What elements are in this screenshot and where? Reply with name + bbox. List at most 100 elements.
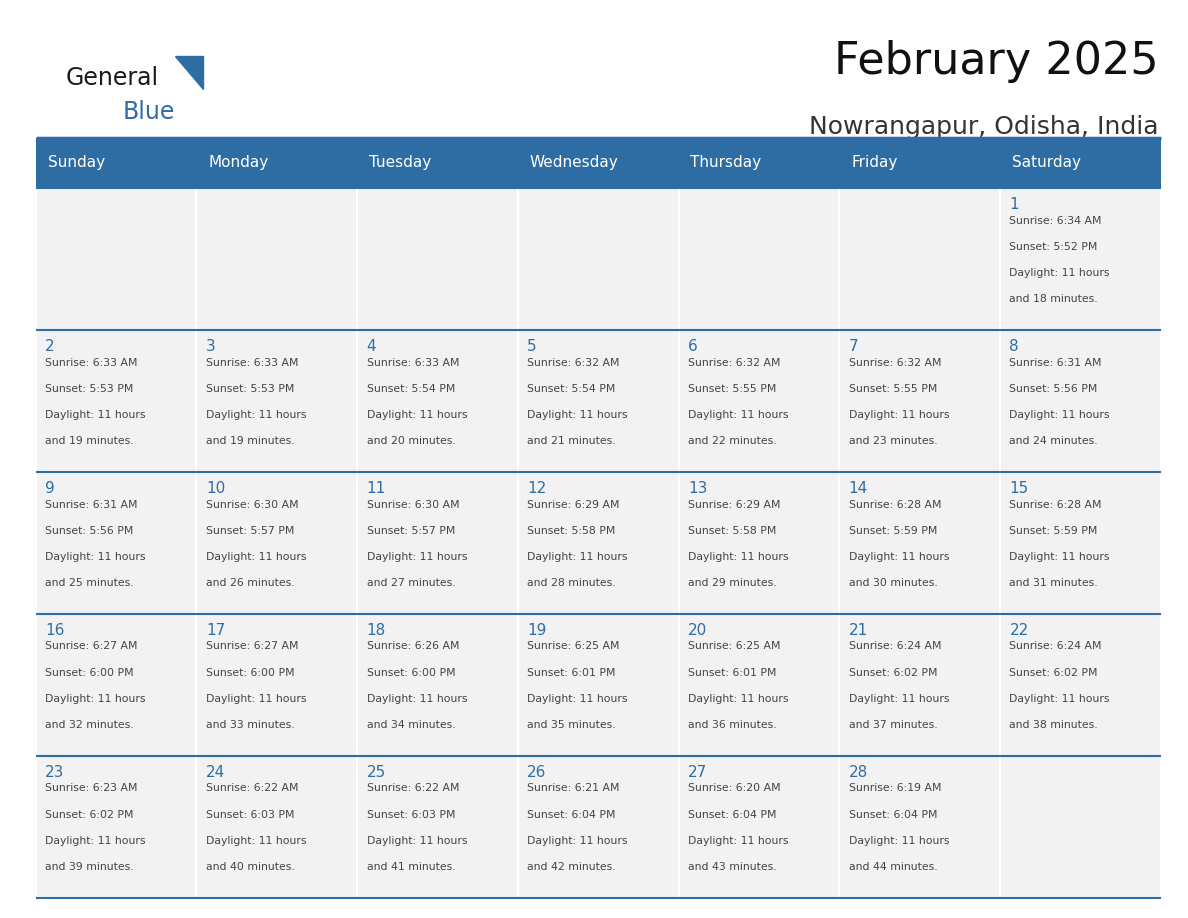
- Text: Sunrise: 6:19 AM: Sunrise: 6:19 AM: [848, 783, 941, 793]
- FancyBboxPatch shape: [36, 614, 196, 756]
- Text: Sunrise: 6:32 AM: Sunrise: 6:32 AM: [527, 358, 620, 367]
- Text: 2: 2: [45, 340, 55, 354]
- FancyBboxPatch shape: [358, 330, 518, 472]
- Text: Sunrise: 6:32 AM: Sunrise: 6:32 AM: [688, 358, 781, 367]
- Text: and 31 minutes.: and 31 minutes.: [1010, 578, 1098, 588]
- Text: and 41 minutes.: and 41 minutes.: [367, 862, 455, 872]
- FancyBboxPatch shape: [196, 138, 358, 188]
- Text: Sunset: 5:59 PM: Sunset: 5:59 PM: [848, 526, 937, 536]
- FancyBboxPatch shape: [678, 756, 839, 898]
- Text: and 19 minutes.: and 19 minutes.: [45, 436, 134, 446]
- Text: Sunrise: 6:28 AM: Sunrise: 6:28 AM: [1010, 499, 1102, 509]
- Text: Sunset: 6:03 PM: Sunset: 6:03 PM: [206, 810, 295, 820]
- Text: and 24 minutes.: and 24 minutes.: [1010, 436, 1098, 446]
- Text: Sunrise: 6:30 AM: Sunrise: 6:30 AM: [367, 499, 460, 509]
- Text: Daylight: 11 hours: Daylight: 11 hours: [1010, 410, 1110, 420]
- Text: Daylight: 11 hours: Daylight: 11 hours: [367, 694, 467, 704]
- Text: and 40 minutes.: and 40 minutes.: [206, 862, 295, 872]
- Text: Sunrise: 6:30 AM: Sunrise: 6:30 AM: [206, 499, 298, 509]
- Text: General: General: [65, 66, 158, 90]
- Text: Daylight: 11 hours: Daylight: 11 hours: [367, 410, 467, 420]
- Text: 21: 21: [848, 623, 868, 638]
- Text: Daylight: 11 hours: Daylight: 11 hours: [688, 410, 789, 420]
- Text: Sunrise: 6:32 AM: Sunrise: 6:32 AM: [848, 358, 941, 367]
- Text: and 39 minutes.: and 39 minutes.: [45, 862, 134, 872]
- Text: and 32 minutes.: and 32 minutes.: [45, 721, 134, 730]
- Text: Saturday: Saturday: [1012, 155, 1081, 171]
- FancyBboxPatch shape: [518, 756, 678, 898]
- Text: Daylight: 11 hours: Daylight: 11 hours: [206, 410, 307, 420]
- Text: Friday: Friday: [851, 155, 897, 171]
- FancyBboxPatch shape: [678, 472, 839, 614]
- Text: Sunset: 5:55 PM: Sunset: 5:55 PM: [688, 384, 777, 394]
- Text: and 44 minutes.: and 44 minutes.: [848, 862, 937, 872]
- Text: Sunrise: 6:22 AM: Sunrise: 6:22 AM: [206, 783, 298, 793]
- Text: Daylight: 11 hours: Daylight: 11 hours: [1010, 552, 1110, 562]
- FancyBboxPatch shape: [839, 330, 1000, 472]
- Text: Sunrise: 6:21 AM: Sunrise: 6:21 AM: [527, 783, 620, 793]
- Text: 23: 23: [45, 765, 64, 780]
- Text: Monday: Monday: [208, 155, 268, 171]
- Text: Daylight: 11 hours: Daylight: 11 hours: [45, 836, 146, 845]
- FancyBboxPatch shape: [358, 472, 518, 614]
- Text: 27: 27: [688, 765, 707, 780]
- FancyBboxPatch shape: [518, 188, 678, 330]
- Text: and 20 minutes.: and 20 minutes.: [367, 436, 455, 446]
- Text: and 43 minutes.: and 43 minutes.: [688, 862, 777, 872]
- FancyBboxPatch shape: [36, 756, 196, 898]
- Text: Thursday: Thursday: [690, 155, 762, 171]
- Text: Sunrise: 6:31 AM: Sunrise: 6:31 AM: [1010, 358, 1102, 367]
- Text: Sunset: 5:53 PM: Sunset: 5:53 PM: [206, 384, 295, 394]
- Text: Sunrise: 6:20 AM: Sunrise: 6:20 AM: [688, 783, 781, 793]
- Text: Sunrise: 6:28 AM: Sunrise: 6:28 AM: [848, 499, 941, 509]
- Text: Sunset: 5:58 PM: Sunset: 5:58 PM: [688, 526, 777, 536]
- Text: Daylight: 11 hours: Daylight: 11 hours: [527, 410, 627, 420]
- Text: Daylight: 11 hours: Daylight: 11 hours: [848, 836, 949, 845]
- Text: 20: 20: [688, 623, 707, 638]
- FancyBboxPatch shape: [839, 614, 1000, 756]
- Text: Sunrise: 6:34 AM: Sunrise: 6:34 AM: [1010, 216, 1102, 226]
- FancyBboxPatch shape: [36, 330, 196, 472]
- Text: and 26 minutes.: and 26 minutes.: [206, 578, 295, 588]
- FancyBboxPatch shape: [196, 614, 358, 756]
- FancyBboxPatch shape: [196, 188, 358, 330]
- Text: Tuesday: Tuesday: [369, 155, 431, 171]
- Text: 10: 10: [206, 481, 225, 497]
- Text: 3: 3: [206, 340, 215, 354]
- Text: Daylight: 11 hours: Daylight: 11 hours: [848, 410, 949, 420]
- Text: Sunset: 5:54 PM: Sunset: 5:54 PM: [367, 384, 455, 394]
- Text: 19: 19: [527, 623, 546, 638]
- Text: 6: 6: [688, 340, 697, 354]
- FancyBboxPatch shape: [196, 472, 358, 614]
- Text: Sunrise: 6:33 AM: Sunrise: 6:33 AM: [45, 358, 138, 367]
- FancyBboxPatch shape: [678, 330, 839, 472]
- Text: 1: 1: [1010, 197, 1019, 212]
- Text: 16: 16: [45, 623, 64, 638]
- Text: Daylight: 11 hours: Daylight: 11 hours: [527, 836, 627, 845]
- Text: Sunset: 6:04 PM: Sunset: 6:04 PM: [527, 810, 615, 820]
- Text: 7: 7: [848, 340, 859, 354]
- Text: and 19 minutes.: and 19 minutes.: [206, 436, 295, 446]
- Text: and 23 minutes.: and 23 minutes.: [848, 436, 937, 446]
- Text: 17: 17: [206, 623, 225, 638]
- Text: Sunset: 5:57 PM: Sunset: 5:57 PM: [206, 526, 295, 536]
- Text: Sunset: 5:55 PM: Sunset: 5:55 PM: [848, 384, 937, 394]
- Text: Sunset: 5:58 PM: Sunset: 5:58 PM: [527, 526, 615, 536]
- Text: Sunset: 5:54 PM: Sunset: 5:54 PM: [527, 384, 615, 394]
- Text: Daylight: 11 hours: Daylight: 11 hours: [688, 552, 789, 562]
- FancyBboxPatch shape: [518, 138, 678, 188]
- Text: Daylight: 11 hours: Daylight: 11 hours: [848, 552, 949, 562]
- Text: Daylight: 11 hours: Daylight: 11 hours: [45, 410, 146, 420]
- Text: Sunrise: 6:27 AM: Sunrise: 6:27 AM: [45, 642, 138, 652]
- Text: Blue: Blue: [122, 100, 175, 124]
- Text: February 2025: February 2025: [834, 40, 1158, 83]
- Text: Daylight: 11 hours: Daylight: 11 hours: [45, 552, 146, 562]
- FancyBboxPatch shape: [196, 330, 358, 472]
- Text: Daylight: 11 hours: Daylight: 11 hours: [206, 836, 307, 845]
- Text: Sunrise: 6:22 AM: Sunrise: 6:22 AM: [367, 783, 459, 793]
- Text: Sunrise: 6:31 AM: Sunrise: 6:31 AM: [45, 499, 138, 509]
- FancyBboxPatch shape: [678, 614, 839, 756]
- Text: Sunset: 6:01 PM: Sunset: 6:01 PM: [688, 667, 777, 677]
- FancyBboxPatch shape: [518, 614, 678, 756]
- Text: Sunrise: 6:25 AM: Sunrise: 6:25 AM: [527, 642, 620, 652]
